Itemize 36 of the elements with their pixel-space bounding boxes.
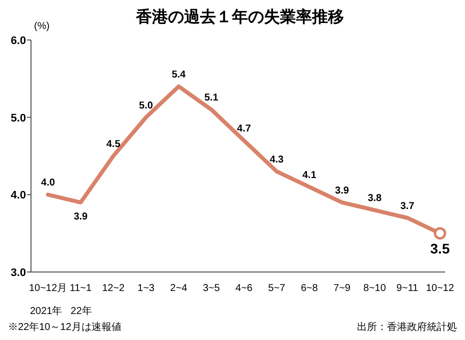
y-tick-label: 6.0 [10,35,26,47]
x-tick-label: 11~1 [70,283,92,294]
data-label: 3.7 [400,200,415,212]
data-label: 4.0 [41,178,56,189]
data-label: 5.4 [172,69,186,80]
y-axis-title: (%) [34,21,50,32]
y-tick-label: 4.0 [10,190,26,202]
y-tick-label: 3.0 [10,267,26,279]
text: ※22年10～12月は速報値 [8,321,122,333]
data-label: 3.8 [368,193,382,204]
x-tick-label: 8~10 [363,283,386,294]
data-label: 4.1 [302,170,317,181]
text: 2021年 [30,305,62,317]
x-tick-label: 5~7 [268,283,286,294]
x-tick-label: 4~6 [236,283,253,294]
data-label: 4.7 [237,124,252,135]
x-tick-label: 1~3 [138,283,155,294]
x-tick-label: 7~9 [334,283,351,294]
data-label: 5.0 [139,100,154,112]
data-label: 3.9 [74,211,88,222]
text: 出所：香港政府統計処 [357,321,457,333]
data-label: 3.9 [335,185,350,196]
x-tick-label: 12~2 [102,283,126,294]
x-tick-label: 9~11 [396,283,419,294]
chart-title: 香港の過去１年の失業率推移 [135,7,344,26]
data-label: 5.1 [204,92,219,104]
x-tick-label: 10~12月 [28,283,68,294]
x-tick-label: 10~12 [426,283,454,294]
data-label: 3.5 [430,240,450,256]
y-tick-label: 5.0 [10,112,26,124]
x-tick-label: 2~4 [170,283,188,294]
text: 22年 [70,305,92,317]
x-tick-label: 3~5 [202,283,220,294]
data-label: 4.3 [270,154,284,166]
data-label: 4.5 [106,139,121,150]
x-tick-label: 6~8 [300,283,318,294]
